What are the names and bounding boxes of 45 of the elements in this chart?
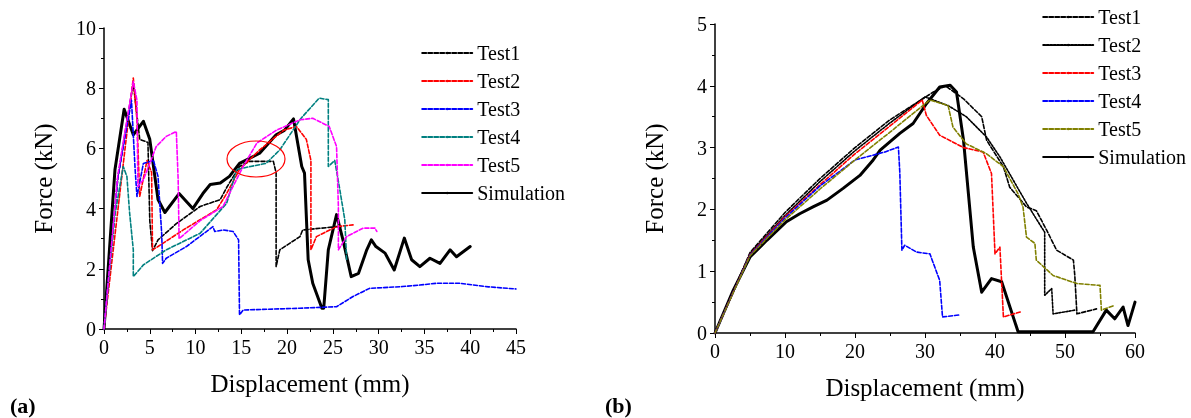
legend-label: Test5 [477, 154, 521, 176]
legend-label: Test3 [1098, 62, 1142, 84]
y-tick-label: 6 [86, 137, 96, 160]
y-axis-title: Force (kN) [30, 123, 58, 234]
x-axis-title: Displacement (mm) [825, 374, 1025, 402]
text: (a) [10, 392, 36, 418]
y-tick-label: 8 [86, 77, 96, 100]
x-tick-label: 30 [915, 340, 935, 362]
y-tick-label: 10 [76, 17, 96, 39]
legend-label: Test2 [477, 70, 521, 92]
legend-label: Test4 [477, 126, 521, 148]
x-tick-label: 35 [414, 336, 435, 358]
y-tick-label: 0 [86, 318, 96, 340]
y-axis-title: Force (kN) [641, 123, 669, 234]
legend-label: Simulation [1098, 146, 1187, 168]
x-tick-label: 15 [231, 336, 252, 358]
x-tick-label: 60 [1125, 340, 1145, 362]
legend-label: Test1 [477, 42, 521, 64]
x-tick-label: 40 [985, 340, 1005, 362]
x-axis-title: Displacement (mm) [210, 370, 410, 398]
y-tick-label: 4 [697, 74, 707, 97]
legend-label: Test4 [1098, 90, 1142, 112]
x-tick-label: 5 [144, 336, 155, 358]
y-tick-label: 3 [697, 136, 707, 159]
y-tick-label: 2 [86, 257, 96, 280]
legend-label: Test2 [1098, 34, 1142, 56]
x-tick-label: 40 [460, 336, 481, 358]
y-tick-label: 2 [697, 198, 707, 221]
x-tick-label: 50 [1055, 340, 1075, 362]
x-tick-label: 30 [368, 336, 389, 358]
y-tick-label: 5 [697, 13, 707, 35]
legend-label: Test1 [1098, 6, 1142, 28]
y-tick-label: 4 [86, 197, 96, 220]
x-tick-label: 45 [506, 336, 526, 358]
x-tick-label: 25 [322, 336, 343, 358]
legend-label: Test5 [1098, 118, 1142, 140]
legend-label: Simulation [477, 182, 566, 204]
x-tick-label: 20 [277, 336, 298, 358]
x-tick-label: 10 [775, 340, 795, 362]
text: (b) [605, 392, 632, 418]
x-tick-label: 10 [185, 336, 206, 358]
y-tick-label: 0 [697, 322, 707, 344]
y-tick-label: 1 [697, 260, 707, 283]
legend-label: Test3 [477, 98, 521, 120]
x-tick-label: 20 [845, 340, 865, 362]
